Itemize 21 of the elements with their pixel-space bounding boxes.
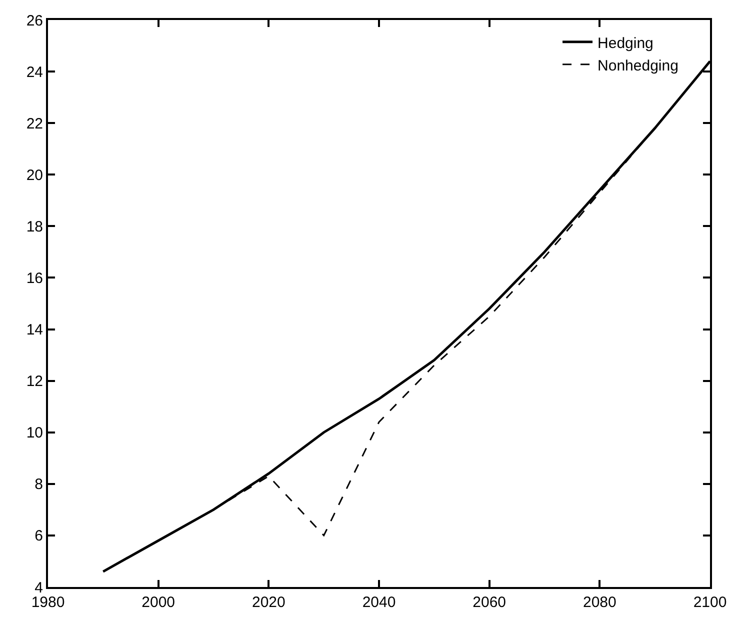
y-tick-label: 26 (26, 12, 43, 30)
y-tick-label: 12 (26, 373, 43, 390)
x-tick-label: 1980 (31, 594, 65, 611)
y-tick-label: 14 (26, 322, 43, 339)
y-tick-label: 22 (26, 115, 43, 132)
x-tick-label: 2000 (142, 594, 176, 611)
y-tick-label: 8 (34, 476, 43, 494)
y-tick-label: 20 (26, 166, 43, 184)
y-tick-label: 18 (26, 218, 43, 236)
x-tick-label: 2040 (362, 594, 396, 611)
legend-label: Nonhedging (598, 57, 678, 74)
y-tick-label: 24 (26, 64, 43, 81)
x-tick-label: 2100 (693, 594, 727, 611)
legend-label: Hedging (598, 34, 654, 52)
x-tick-label: 2080 (582, 594, 616, 611)
y-tick-label: 16 (26, 270, 43, 287)
y-tick-label: 10 (26, 424, 43, 442)
y-tick-label: 6 (34, 528, 43, 545)
y-tick-label: 4 (34, 579, 43, 596)
x-tick-label: 2020 (252, 594, 286, 611)
x-tick-label: 2060 (472, 594, 506, 611)
